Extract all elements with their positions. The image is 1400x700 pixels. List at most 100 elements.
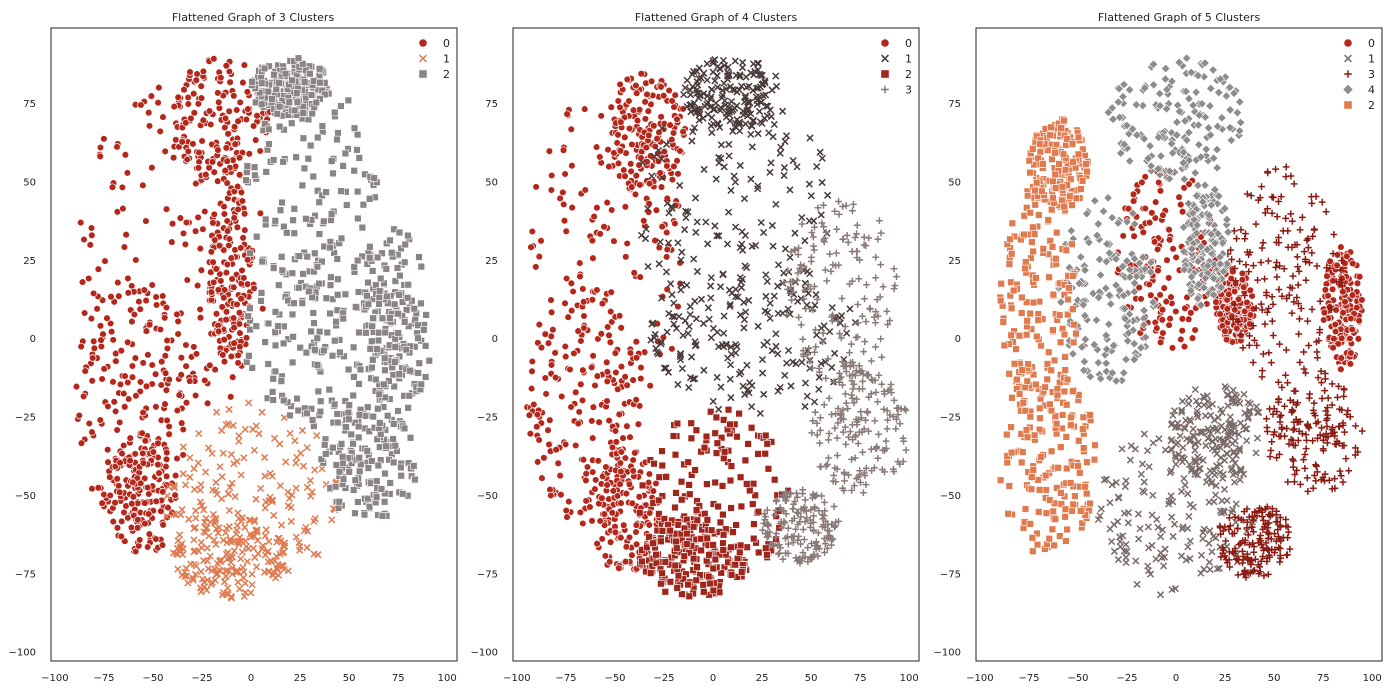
scatter-point bbox=[658, 124, 666, 132]
scatter-point bbox=[1290, 180, 1298, 188]
scatter-point bbox=[615, 312, 624, 320]
scatter-point bbox=[859, 312, 866, 320]
scatter-point bbox=[594, 457, 602, 465]
scatter-point bbox=[793, 509, 801, 516]
scatter-point bbox=[613, 385, 622, 394]
scatter-point bbox=[378, 249, 386, 257]
scatter-point bbox=[296, 546, 304, 554]
scatter-point bbox=[690, 255, 698, 263]
scatter-point bbox=[1177, 487, 1186, 496]
scatter-point bbox=[542, 390, 550, 398]
scatter-point bbox=[808, 540, 815, 547]
scatter-point bbox=[333, 410, 341, 418]
scatter-point bbox=[1140, 430, 1148, 438]
scatter-point bbox=[615, 564, 623, 572]
scatter-point bbox=[695, 64, 703, 72]
scatter-point bbox=[819, 338, 826, 346]
scatter-point bbox=[740, 298, 748, 307]
scatter-point bbox=[1236, 331, 1244, 339]
scatter-point bbox=[240, 61, 249, 69]
scatter-point bbox=[857, 479, 864, 486]
scatter-point bbox=[313, 187, 322, 195]
scatter-point bbox=[258, 545, 266, 553]
scatter-point bbox=[112, 357, 120, 365]
scatter-point bbox=[749, 117, 757, 125]
scatter-point bbox=[794, 520, 802, 528]
scatter-point bbox=[808, 229, 816, 236]
scatter-point bbox=[314, 133, 322, 142]
scatter-point bbox=[275, 102, 284, 111]
scatter-point bbox=[121, 151, 130, 159]
scatter-point bbox=[579, 298, 588, 306]
scatter-point bbox=[1252, 449, 1260, 457]
scatter-point bbox=[673, 544, 681, 552]
scatter-point bbox=[759, 92, 767, 100]
scatter-point bbox=[291, 437, 299, 445]
scatter-point bbox=[1114, 493, 1122, 501]
scatter-point bbox=[856, 428, 863, 436]
scatter-point bbox=[1185, 400, 1193, 408]
scatter-point bbox=[237, 188, 246, 197]
scatter-point bbox=[875, 217, 883, 225]
scatter-point bbox=[212, 478, 220, 487]
scatter-point bbox=[532, 263, 540, 271]
scatter-point bbox=[1187, 309, 1195, 317]
scatter-point bbox=[244, 312, 252, 320]
scatter-point bbox=[754, 450, 762, 458]
scatter-point bbox=[196, 486, 204, 494]
scatter-point bbox=[797, 261, 805, 269]
legend-item: 2 bbox=[419, 68, 450, 81]
scatter-point bbox=[756, 409, 764, 417]
scatter-point bbox=[174, 317, 182, 326]
scatter-point bbox=[801, 503, 809, 511]
scatter-point bbox=[1223, 391, 1231, 399]
scatter-point bbox=[121, 372, 129, 380]
scatter-point bbox=[668, 175, 677, 184]
scatter-point bbox=[547, 308, 556, 317]
scatter-point bbox=[826, 327, 834, 336]
scatter-point bbox=[1167, 293, 1175, 301]
scatter-point bbox=[1131, 445, 1140, 453]
scatter-point bbox=[655, 260, 663, 268]
scatter-point bbox=[645, 521, 654, 529]
scatter-point bbox=[641, 235, 650, 243]
scatter-point bbox=[736, 548, 744, 557]
scatter-point bbox=[1179, 523, 1187, 531]
scatter-point bbox=[784, 524, 792, 532]
scatter-point bbox=[556, 194, 564, 203]
scatter-point bbox=[738, 64, 747, 72]
scatter-point bbox=[541, 330, 550, 338]
scatter-point bbox=[89, 289, 98, 298]
scatter-point bbox=[307, 91, 316, 99]
scatter-point bbox=[196, 305, 204, 314]
scatter-point bbox=[1193, 453, 1202, 461]
scatter-point bbox=[727, 394, 735, 402]
scatter-point bbox=[281, 539, 289, 547]
scatter-point bbox=[184, 147, 193, 156]
scatter-point bbox=[220, 210, 229, 218]
scatter-point bbox=[747, 423, 756, 432]
scatter-point bbox=[648, 172, 656, 180]
scatter-point bbox=[298, 299, 306, 307]
scatter-point bbox=[139, 181, 147, 190]
scatter-point bbox=[637, 363, 645, 372]
scatter-point bbox=[250, 446, 258, 454]
scatter-point bbox=[149, 448, 158, 456]
scatter-point bbox=[1165, 500, 1173, 508]
scatter-point bbox=[808, 429, 816, 437]
scatter-point bbox=[341, 290, 350, 298]
scatter-point bbox=[831, 207, 839, 215]
scatter-point bbox=[109, 378, 117, 386]
scatter-point bbox=[252, 322, 260, 330]
scatter-point bbox=[196, 244, 205, 253]
scatter-point bbox=[685, 322, 693, 331]
scatter-point bbox=[1243, 437, 1251, 445]
scatter-point bbox=[124, 274, 132, 283]
scatter-point bbox=[621, 454, 630, 462]
scatter-point bbox=[289, 216, 297, 224]
scatter-point bbox=[88, 428, 96, 436]
scatter-point bbox=[658, 447, 666, 455]
scatter-point bbox=[1168, 513, 1176, 521]
scatter-point bbox=[840, 362, 847, 370]
scatter-point bbox=[720, 79, 728, 87]
